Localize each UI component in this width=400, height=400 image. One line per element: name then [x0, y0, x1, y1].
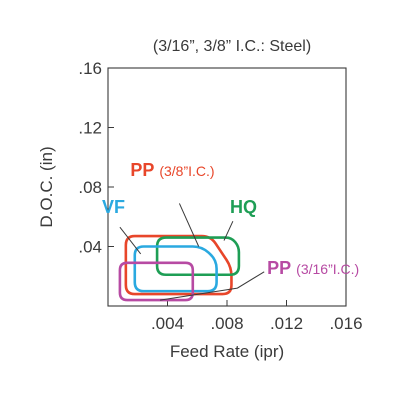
region-name: VF [102, 197, 125, 217]
x-tick-label: .012 [270, 314, 303, 333]
region-label: HQ [230, 197, 257, 217]
y-tick-label: .12 [78, 119, 102, 138]
region-outline [124, 234, 233, 296]
x-axis-title: Feed Rate (ipr) [170, 342, 284, 361]
region-detail: (3/8”I.C.) [159, 163, 214, 179]
chart-title: (3/16”, 3/8” I.C.: Steel) [153, 38, 311, 55]
region-name: PP [130, 160, 154, 180]
leader-line [160, 271, 265, 301]
region-outline [155, 236, 241, 277]
region-name: PP [267, 258, 291, 278]
region-label: PP (3/16”I.C.) [267, 258, 359, 278]
region-detail: (3/16”I.C.) [296, 261, 359, 277]
x-tick-label: .008 [210, 314, 243, 333]
y-tick-label: .04 [78, 238, 102, 257]
x-tick-label: .004 [151, 314, 184, 333]
y-axis-title: D.O.C. (in) [37, 146, 56, 227]
x-axis-ticks: .004 .008 .012 .016 [151, 300, 363, 333]
y-axis-ticks: .04 .08 .12 .16 [78, 59, 114, 257]
region-label: VF [102, 197, 125, 217]
y-tick-label: .16 [78, 59, 102, 78]
region-layer [118, 234, 241, 302]
region-outline [133, 245, 218, 293]
leader-line [178, 203, 200, 247]
region-label: PP (3/8”I.C.) [130, 160, 214, 180]
leader-line [223, 220, 234, 241]
y-tick-label: .08 [78, 178, 102, 197]
leader-line [119, 226, 142, 255]
region-name: HQ [230, 197, 257, 217]
x-tick-label: .016 [329, 314, 362, 333]
region-outline [118, 261, 195, 302]
